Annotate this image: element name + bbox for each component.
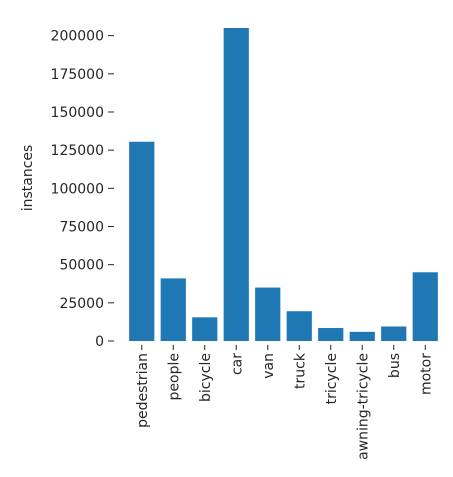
- x-tick-label-motor: motor: [418, 353, 434, 395]
- y-tick-label: 125000: [51, 143, 104, 159]
- y-tick-label: 100000: [51, 181, 104, 197]
- y-tick-label: 0: [95, 334, 104, 350]
- bar-people: [160, 278, 186, 341]
- y-axis: 0 25000 50000 75000 100000 125000 150000 175000…: [51, 29, 114, 350]
- bars: [129, 28, 438, 341]
- y-axis-label: instances: [20, 145, 36, 212]
- x-axis: pedestrian people bicycle car van truck tricyc…: [135, 345, 434, 460]
- bar-motor: [412, 272, 438, 341]
- y-tick-label: 200000: [51, 29, 104, 45]
- y-tick-label: 150000: [51, 105, 104, 121]
- bar-van: [255, 287, 281, 341]
- bar-tricycle: [318, 328, 344, 341]
- y-tick-label: 175000: [51, 67, 104, 83]
- x-tick-label-car: car: [229, 353, 245, 375]
- bar-bicycle: [192, 317, 218, 341]
- y-tick-label: 25000: [59, 296, 104, 312]
- y-tick-label: 50000: [59, 258, 104, 274]
- x-tick-label-tricycle: tricycle: [324, 353, 340, 404]
- bar-bus: [381, 326, 407, 341]
- bar-truck: [286, 311, 312, 341]
- x-tick-label-bus: bus: [387, 353, 403, 378]
- x-tick-label-truck: truck: [292, 352, 308, 389]
- y-tick-label: 75000: [59, 219, 104, 235]
- x-tick-label-van: van: [261, 353, 277, 379]
- x-tick-label-awning-tricycle: awning-tricycle: [355, 353, 371, 460]
- x-tick-label-people: people: [166, 353, 182, 400]
- x-tick-label-pedestrian: pedestrian: [135, 353, 151, 428]
- x-tick-label-bicycle: bicycle: [198, 353, 214, 402]
- bar-car: [223, 28, 249, 341]
- bar-awning-tricycle: [349, 331, 375, 341]
- bar-pedestrian: [129, 141, 155, 341]
